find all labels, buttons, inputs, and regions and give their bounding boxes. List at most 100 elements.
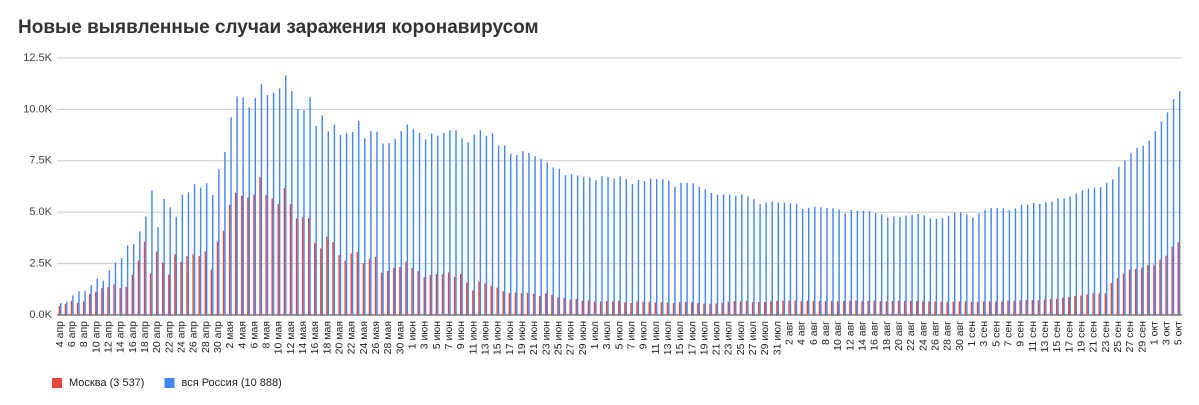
bar xyxy=(467,142,469,315)
bar xyxy=(601,176,603,315)
x-tick-label: 25 июл xyxy=(735,321,747,355)
bar xyxy=(370,131,372,315)
bar xyxy=(199,187,202,315)
bar xyxy=(400,130,402,315)
bar xyxy=(1118,166,1120,315)
bar xyxy=(326,236,328,315)
bar xyxy=(411,267,413,315)
bar xyxy=(320,248,322,315)
bar xyxy=(770,301,772,315)
bar xyxy=(114,262,117,315)
bar xyxy=(230,117,232,315)
bar xyxy=(314,242,316,315)
bar xyxy=(1069,196,1071,315)
x-tick-label: 15 июл xyxy=(674,321,686,355)
bar xyxy=(429,274,431,315)
bar xyxy=(589,177,591,315)
bar xyxy=(1025,300,1027,315)
bar xyxy=(618,300,620,315)
x-tick-label: 12 авг xyxy=(844,321,856,351)
bar xyxy=(1014,208,1017,315)
bar xyxy=(1105,182,1108,315)
bar xyxy=(508,293,511,315)
bar xyxy=(522,151,524,315)
x-tick-label: 1 окт xyxy=(1148,321,1160,345)
x-tick-label: 21 сен xyxy=(1088,321,1100,353)
bar xyxy=(820,207,822,315)
bar xyxy=(418,132,421,315)
bar xyxy=(437,135,439,315)
bar xyxy=(162,262,164,315)
x-tick-label: 18 апр xyxy=(139,321,151,353)
bar xyxy=(905,215,907,315)
bar xyxy=(484,283,486,315)
bar xyxy=(108,270,111,315)
bar xyxy=(478,281,480,315)
x-tick-label: 2 авг xyxy=(784,321,796,345)
bar xyxy=(234,192,237,315)
bar xyxy=(678,302,681,315)
bar xyxy=(1013,300,1015,315)
bar xyxy=(1043,299,1046,315)
bar xyxy=(660,302,663,315)
x-tick-label: 4 авг xyxy=(796,321,808,345)
bar xyxy=(205,183,208,315)
bar xyxy=(1116,278,1119,315)
bar xyxy=(181,194,184,315)
bar xyxy=(1057,198,1059,315)
bar xyxy=(1128,269,1131,315)
bar xyxy=(120,257,123,315)
bar xyxy=(339,134,342,315)
bar xyxy=(309,97,311,315)
bar xyxy=(771,201,773,315)
bar xyxy=(873,300,875,315)
x-tick-label: 16 авг xyxy=(869,321,881,351)
x-tick-label: 3 сен xyxy=(978,321,990,347)
bar xyxy=(1130,153,1132,315)
x-tick-label: 28 апр xyxy=(200,321,212,353)
x-tick-label: 21 июн xyxy=(528,321,540,355)
bar xyxy=(976,301,979,315)
x-tick-label: 6 авг xyxy=(808,321,820,345)
bar xyxy=(605,300,608,315)
bar xyxy=(946,301,948,315)
bar xyxy=(102,280,105,315)
bar xyxy=(1177,242,1179,315)
x-tick-label: 16 апр xyxy=(127,321,139,353)
bar xyxy=(125,286,127,315)
x-tick-label: 21 июл xyxy=(711,321,723,355)
bar xyxy=(814,206,816,315)
bar xyxy=(1112,179,1114,315)
bar xyxy=(1002,208,1005,315)
bar xyxy=(970,301,973,315)
x-tick-label: 9 сен xyxy=(1015,321,1027,347)
bar xyxy=(776,301,778,315)
legend-label: вся Россия (10 888) xyxy=(181,377,281,389)
y-tick-label: 5.0K xyxy=(29,206,52,218)
bar xyxy=(107,287,109,315)
bar xyxy=(528,152,530,315)
bar xyxy=(241,195,243,315)
bar xyxy=(174,254,176,315)
x-tick-label: 6 апр xyxy=(66,321,78,347)
bar xyxy=(818,300,821,315)
bar xyxy=(923,215,925,315)
x-tick-label: 26 авг xyxy=(929,321,941,351)
bar xyxy=(70,300,73,315)
bar xyxy=(459,273,462,315)
bar xyxy=(952,301,954,315)
bar xyxy=(1172,99,1175,315)
x-tick-label: 11 сен xyxy=(1027,321,1039,352)
bar xyxy=(880,214,883,315)
x-tick-label: 10 мая xyxy=(273,321,285,354)
bar xyxy=(552,167,555,315)
bar xyxy=(272,92,275,315)
bar xyxy=(1093,187,1096,315)
bar xyxy=(449,130,451,315)
bar xyxy=(1099,187,1102,315)
bar xyxy=(625,179,627,315)
x-tick-label: 13 июл xyxy=(662,321,674,355)
x-tick-label: 30 апр xyxy=(212,321,224,353)
bar xyxy=(1092,293,1094,315)
bar xyxy=(698,186,700,315)
